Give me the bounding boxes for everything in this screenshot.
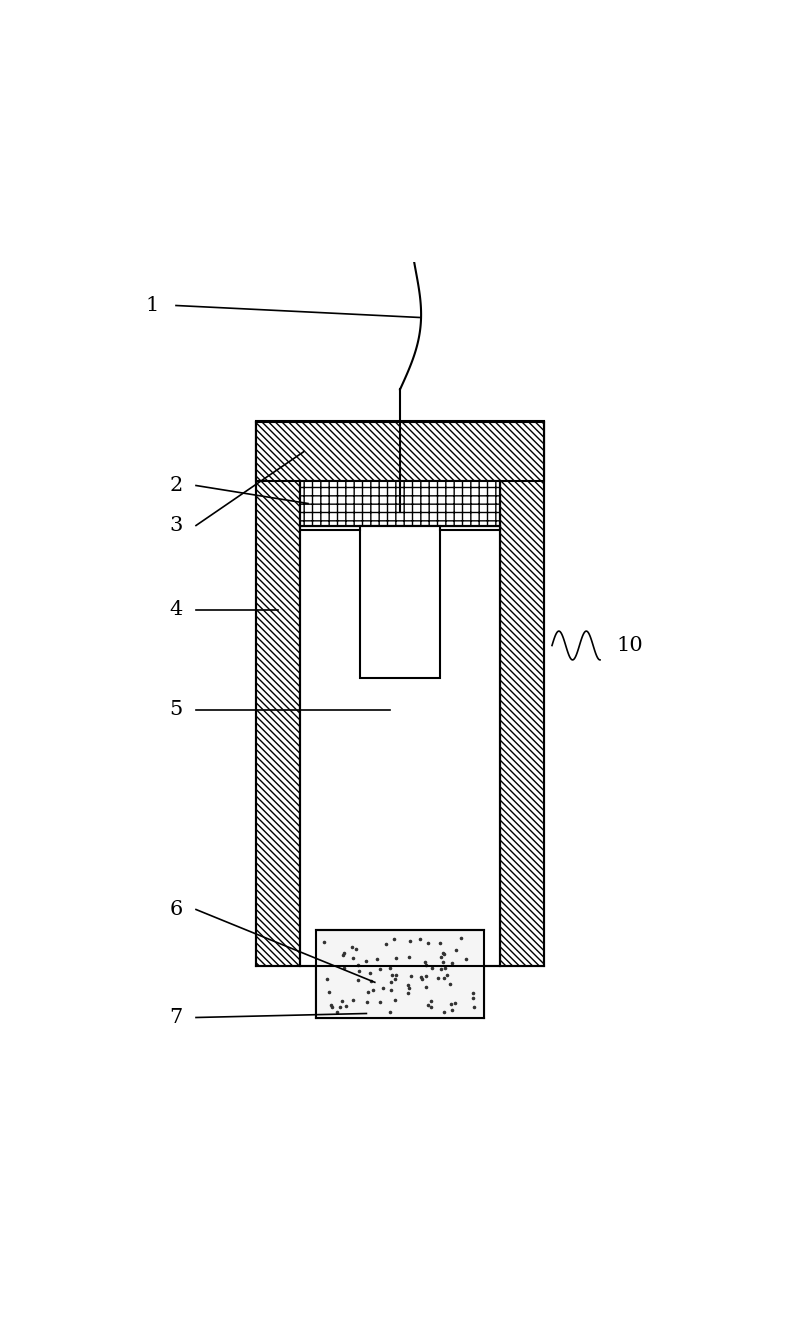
Point: [425, 996, 438, 1017]
Point: [438, 967, 450, 988]
Point: [365, 971, 378, 992]
Bar: [256, 422, 544, 482]
Point: [317, 931, 330, 953]
Point: [460, 949, 473, 970]
Point: [404, 930, 417, 951]
Point: [387, 929, 400, 950]
Point: [385, 979, 398, 1000]
Text: 4: 4: [170, 601, 182, 619]
Point: [334, 996, 346, 1017]
Point: [366, 979, 379, 1000]
Point: [336, 991, 349, 1012]
Point: [322, 982, 335, 1003]
Point: [321, 968, 334, 990]
Point: [338, 958, 350, 979]
Bar: [500, 422, 544, 966]
Point: [360, 951, 373, 972]
Point: [420, 966, 433, 987]
Bar: [300, 525, 500, 966]
Point: [437, 942, 450, 963]
Point: [384, 958, 397, 979]
Point: [467, 996, 480, 1017]
Point: [441, 964, 454, 986]
Point: [402, 975, 415, 996]
Point: [390, 947, 402, 968]
Point: [389, 964, 402, 986]
Point: [402, 982, 414, 1003]
Bar: [256, 422, 300, 966]
Bar: [300, 482, 500, 525]
Point: [426, 957, 438, 978]
Point: [389, 990, 402, 1011]
Point: [434, 933, 446, 954]
Point: [346, 937, 358, 958]
Point: [437, 1002, 450, 1023]
Text: 5: 5: [170, 700, 182, 718]
Point: [351, 970, 364, 991]
Text: 3: 3: [170, 516, 182, 534]
Point: [386, 964, 398, 986]
Text: 2: 2: [170, 476, 182, 495]
Point: [363, 963, 376, 984]
Point: [336, 945, 349, 966]
Point: [384, 1002, 397, 1023]
Point: [466, 987, 479, 1008]
Point: [422, 995, 434, 1016]
Point: [361, 992, 374, 1013]
Point: [416, 968, 429, 990]
Point: [379, 933, 392, 954]
Point: [340, 995, 353, 1016]
Point: [450, 939, 462, 960]
Point: [352, 960, 365, 982]
Point: [402, 978, 415, 999]
Point: [402, 946, 415, 967]
Point: [371, 949, 384, 970]
Point: [389, 968, 402, 990]
Bar: [316, 930, 484, 1017]
Point: [445, 994, 458, 1015]
Point: [362, 982, 374, 1003]
Point: [351, 954, 364, 975]
Point: [347, 990, 360, 1011]
Point: [434, 947, 447, 968]
Point: [330, 1002, 343, 1023]
Point: [438, 958, 451, 979]
Point: [376, 978, 389, 999]
Text: 1: 1: [146, 296, 158, 315]
Point: [434, 959, 447, 980]
Text: 7: 7: [170, 1008, 182, 1027]
Point: [449, 992, 462, 1013]
Point: [466, 982, 479, 1003]
Point: [419, 976, 432, 998]
Point: [446, 953, 458, 974]
Point: [420, 954, 433, 975]
Point: [444, 974, 457, 995]
Point: [436, 951, 449, 972]
Point: [414, 929, 427, 950]
Point: [346, 947, 359, 968]
Bar: [360, 525, 440, 677]
Point: [438, 943, 450, 964]
Point: [404, 966, 417, 987]
Point: [326, 996, 338, 1017]
Point: [422, 933, 435, 954]
Point: [424, 990, 437, 1011]
Text: 6: 6: [170, 900, 182, 919]
Point: [338, 942, 350, 963]
Point: [374, 958, 386, 979]
Point: [454, 927, 467, 949]
Point: [374, 991, 386, 1012]
Point: [445, 1000, 458, 1021]
Point: [431, 967, 444, 988]
Point: [350, 939, 362, 960]
Text: 10: 10: [616, 636, 642, 655]
Point: [384, 971, 397, 992]
Point: [414, 966, 427, 987]
Point: [418, 951, 431, 972]
Point: [325, 995, 338, 1016]
